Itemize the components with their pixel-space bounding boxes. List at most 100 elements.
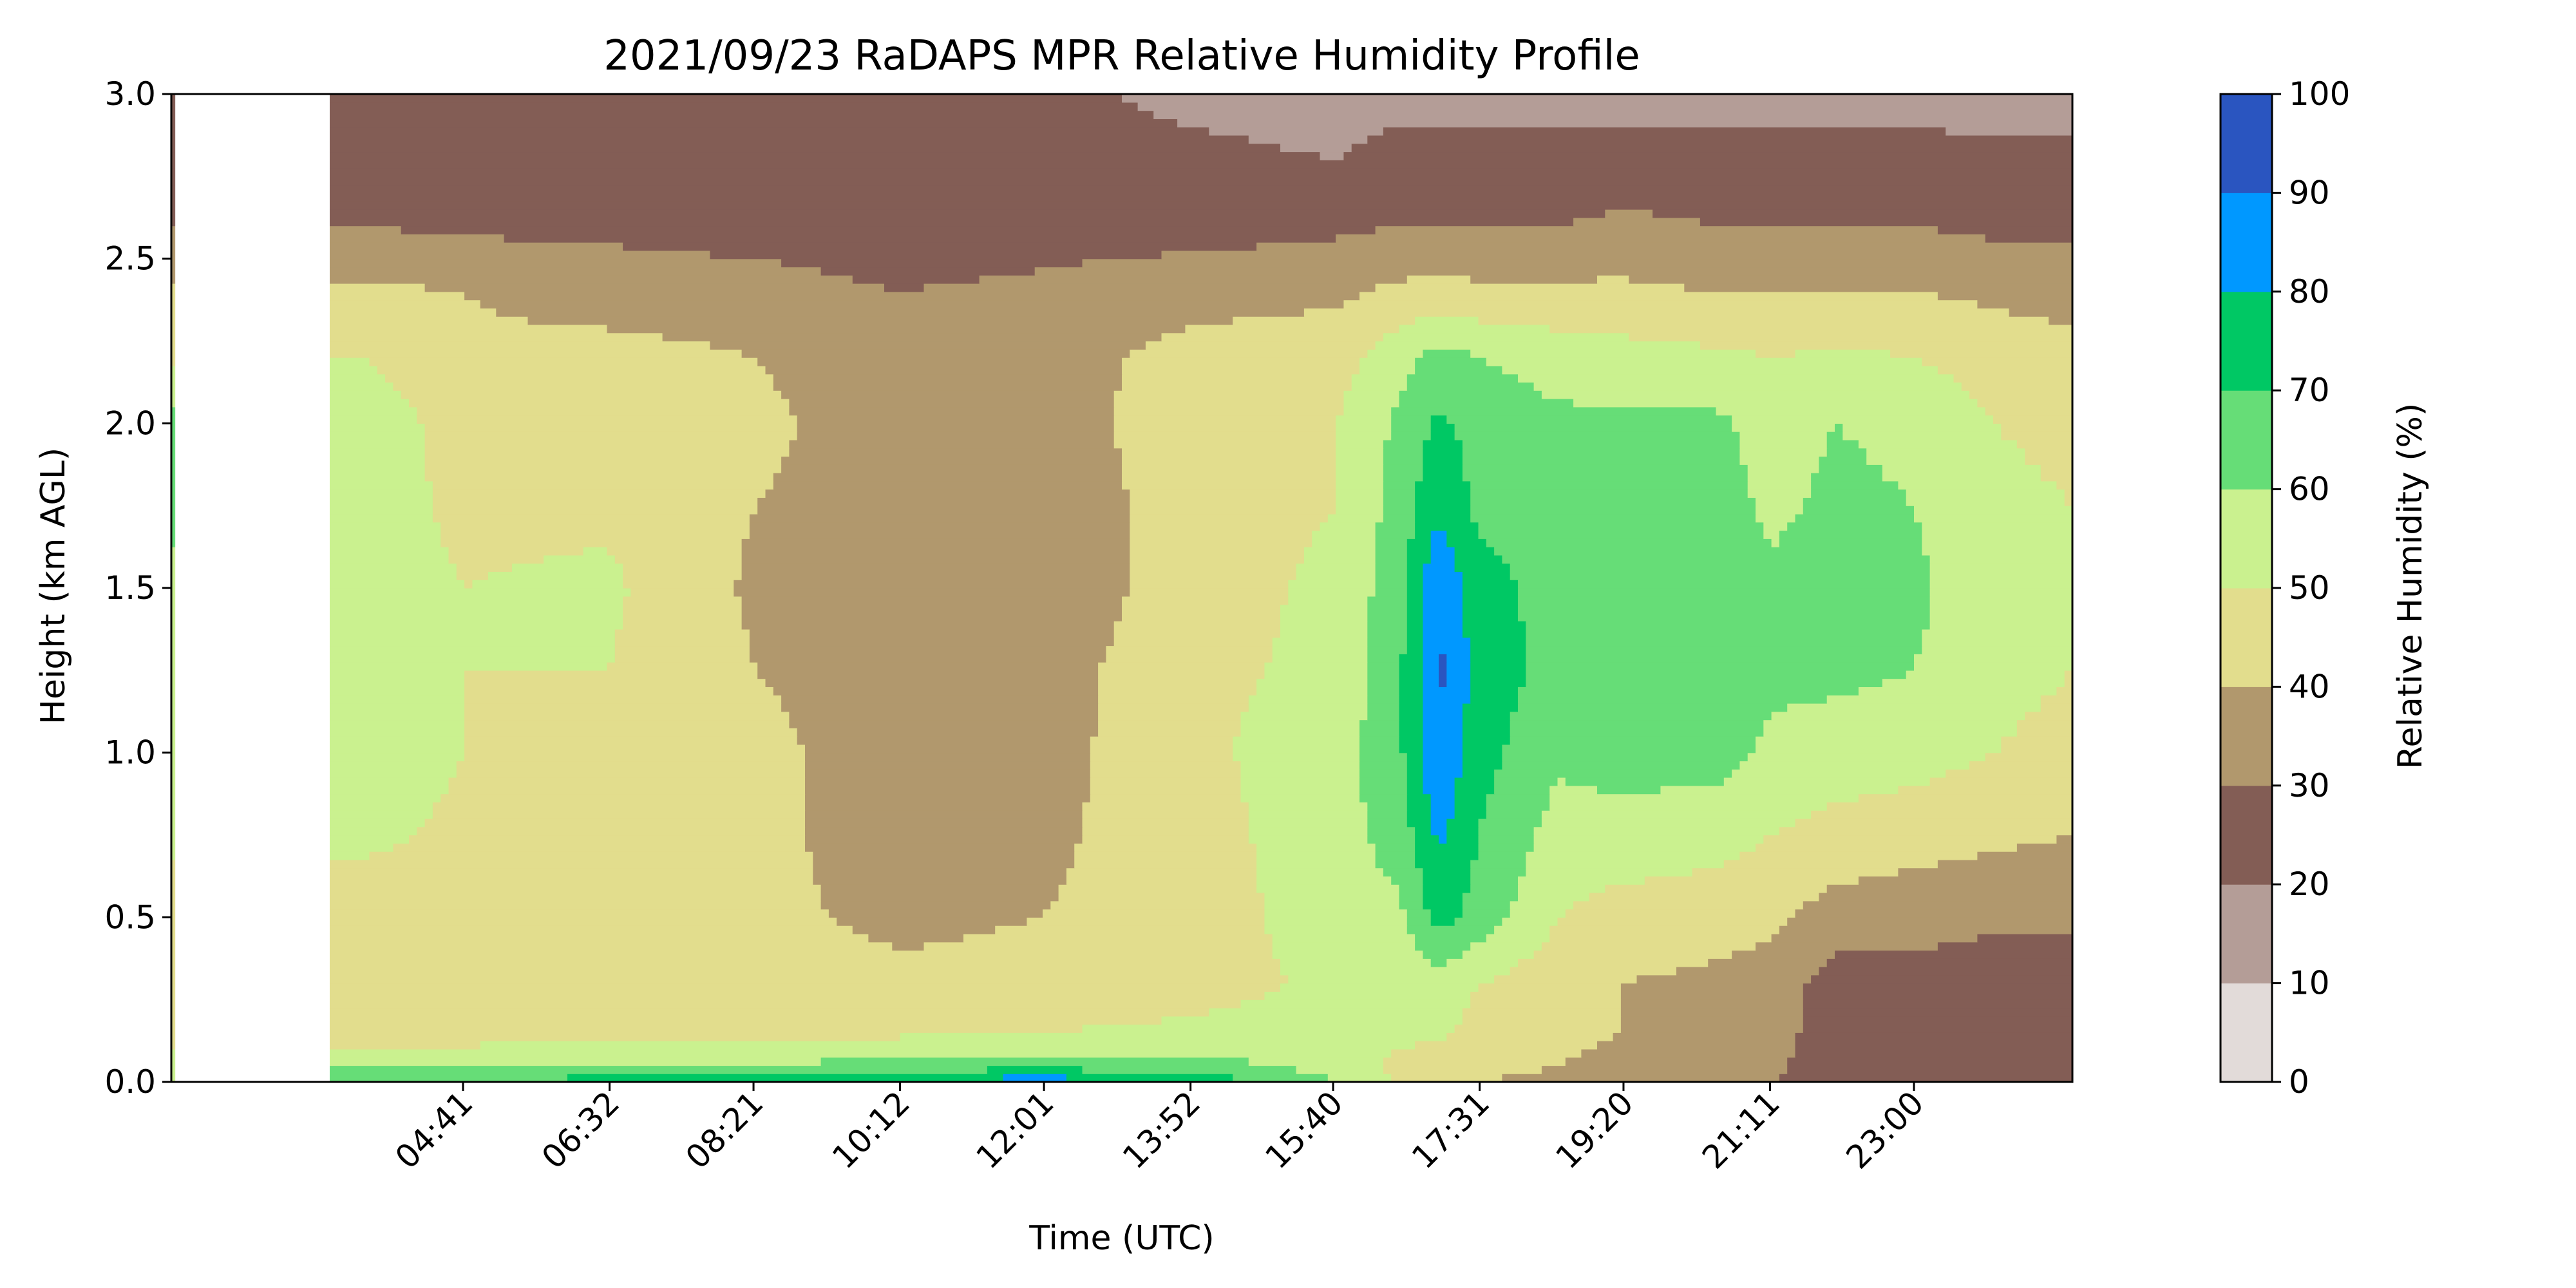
humidity-cell	[1359, 769, 1408, 778]
humidity-cell	[417, 826, 806, 836]
humidity-cell	[456, 563, 513, 572]
humidity-cell	[1486, 793, 1550, 802]
x-tick-label: 15:40	[1258, 1084, 1350, 1176]
humidity-cell	[1130, 588, 1289, 597]
humidity-cell	[1367, 826, 1416, 836]
humidity-cell	[1803, 999, 2073, 1009]
humidity-cell	[1929, 604, 2073, 613]
humidity-cell	[1898, 785, 2073, 795]
humidity-cell	[630, 588, 734, 597]
humidity-cell	[1130, 571, 1297, 580]
humidity-cell	[1161, 250, 2073, 260]
humidity-cell	[1367, 711, 1400, 721]
colorbar-tick-label: 40	[2289, 668, 2330, 705]
humidity-cell	[464, 291, 1360, 301]
humidity-cell	[1406, 563, 1423, 572]
humidity-cell	[1423, 662, 1439, 671]
humidity-cell	[1922, 629, 2073, 638]
colorbar-tick-label: 100	[2289, 75, 2350, 113]
humidity-cell	[741, 547, 1130, 556]
humidity-cell	[464, 719, 790, 728]
humidity-cell	[1787, 1057, 2073, 1066]
humidity-cell	[2001, 431, 2073, 440]
humidity-cell	[440, 530, 750, 539]
humidity-cell	[1723, 777, 1931, 786]
humidity-cell	[1914, 662, 2073, 671]
humidity-cell	[1074, 859, 1257, 869]
humidity-cell	[424, 473, 774, 482]
humidity-cell	[1549, 793, 1859, 802]
humidity-cell	[1969, 761, 2073, 770]
humidity-cell	[1937, 291, 2073, 301]
humidity-cell	[1446, 826, 1479, 836]
humidity-cell	[1248, 826, 1368, 836]
humidity-cell	[781, 703, 1099, 712]
humidity-cell	[1336, 448, 1384, 457]
humidity-cell	[1922, 637, 2073, 647]
humidity-cell	[805, 785, 1091, 795]
humidity-cell	[805, 793, 1091, 802]
humidity-cell	[1256, 843, 1376, 852]
humidity-cell	[662, 332, 1162, 342]
humidity-cell	[1399, 695, 1423, 704]
humidity-cell	[1636, 974, 1812, 984]
humidity-cell	[1272, 933, 1416, 943]
humidity-cell	[1478, 530, 1764, 539]
humidity-cell	[1240, 761, 1360, 770]
humidity-cell	[1518, 687, 1859, 696]
humidity-cell	[1066, 867, 1257, 876]
humidity-cell	[1494, 974, 1638, 984]
humidity-cell	[607, 324, 1186, 334]
humidity-cell	[1526, 678, 1883, 687]
humidity-cell	[171, 942, 893, 951]
humidity-cell	[1399, 728, 1423, 737]
humidity-cell	[820, 1057, 1249, 1066]
humidity-cell	[1423, 884, 1471, 893]
humidity-cell	[464, 670, 758, 679]
humidity-cell	[464, 687, 774, 696]
humidity-cell	[1399, 678, 1423, 687]
humidity-cell	[424, 431, 798, 440]
humidity-cell	[1620, 983, 1804, 992]
humidity-cell	[1423, 596, 1463, 605]
humidity-cell	[1240, 769, 1360, 778]
humidity-cell	[1526, 867, 1693, 876]
humidity-cell	[2001, 744, 2073, 753]
humidity-cell	[1280, 967, 1511, 976]
humidity-cell	[805, 777, 1091, 786]
humidity-cell	[1113, 637, 1273, 647]
colorbar-segment	[2221, 291, 2272, 391]
x-tick-label: 17:31	[1405, 1084, 1497, 1176]
humidity-cell	[1819, 967, 2073, 976]
chart-title: 2021/09/23 RaDAPS MPR Relative Humidity …	[603, 32, 1640, 80]
humidity-cell	[1462, 752, 1502, 762]
humidity-cell	[1264, 662, 1368, 671]
humidity-cell	[923, 942, 1273, 951]
colorbar-segment	[2221, 588, 2272, 687]
humidity-cell	[1882, 473, 2041, 482]
humidity-cell	[1383, 439, 1423, 449]
humidity-cell	[1375, 859, 1416, 869]
humidity-cell	[1454, 1024, 1622, 1033]
humidity-cell	[1383, 127, 1946, 136]
humidity-cell	[1858, 439, 2018, 449]
humidity-cell	[614, 629, 750, 638]
humidity-cell	[1430, 793, 1455, 802]
humidity-cell	[1811, 974, 2073, 984]
humidity-cell	[1367, 818, 1408, 828]
humidity-cell	[963, 933, 1273, 943]
humidity-cell	[820, 893, 1059, 902]
humidity-cell	[1233, 744, 1360, 753]
humidity-cell	[171, 267, 822, 276]
humidity-cell	[1858, 687, 2057, 696]
humidity-cell	[1098, 728, 1242, 737]
humidity-cell	[171, 900, 822, 910]
humidity-cell	[1375, 571, 1408, 580]
humidity-cell	[1732, 769, 1946, 778]
humidity-cell	[1130, 506, 1336, 515]
humidity-cell	[805, 744, 1091, 753]
humidity-cell	[1383, 513, 1416, 523]
humidity-cell	[448, 554, 544, 564]
humidity-cell	[1462, 719, 1511, 728]
